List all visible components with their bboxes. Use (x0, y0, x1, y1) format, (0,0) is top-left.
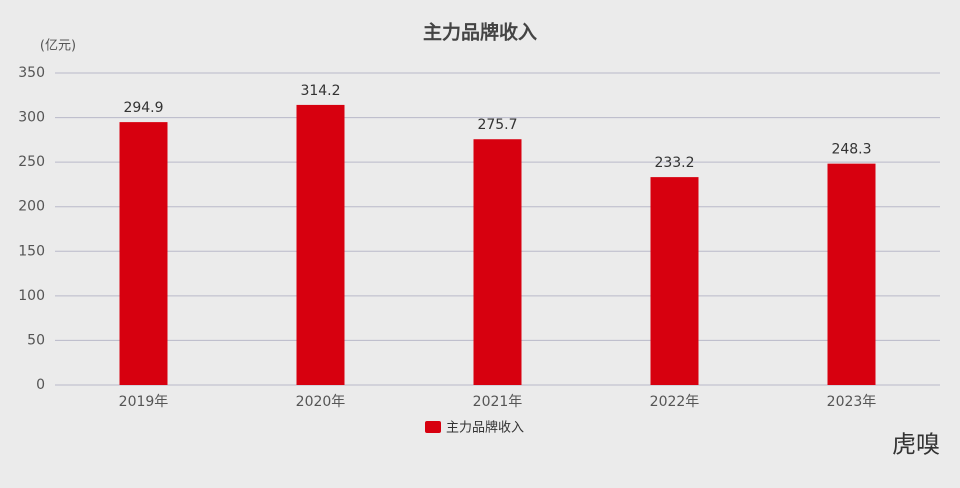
x-tick-label: 2021年 (473, 394, 523, 410)
y-tick-label: 150 (18, 243, 45, 259)
x-tick-label: 2019年 (119, 394, 169, 410)
chart-title: 主力品牌收入 (423, 21, 537, 44)
y-tick-label: 350 (18, 65, 45, 81)
y-tick-label: 250 (18, 154, 45, 170)
data-label: 248.3 (831, 142, 871, 158)
data-label: 275.7 (477, 117, 517, 133)
y-tick-label: 100 (18, 288, 45, 304)
bar (827, 163, 876, 385)
bar (119, 122, 168, 386)
watermark: 虎嗅 (892, 431, 940, 459)
data-label: 314.2 (300, 83, 340, 99)
x-tick-label: 2023年 (827, 394, 877, 410)
y-tick-label: 300 (18, 110, 45, 126)
data-label: 233.2 (654, 155, 694, 171)
bar (650, 177, 699, 385)
x-tick-label: 2020年 (296, 394, 346, 410)
legend-swatch (425, 421, 441, 433)
bar (473, 139, 522, 385)
y-tick-label: 0 (36, 377, 45, 393)
y-unit-label: (亿元) (40, 39, 76, 54)
y-tick-label: 200 (18, 199, 45, 215)
legend-label: 主力品牌收入 (446, 420, 524, 436)
data-label: 294.9 (123, 100, 163, 116)
y-tick-label: 50 (27, 332, 45, 348)
x-tick-label: 2022年 (650, 394, 700, 410)
bar (296, 104, 345, 385)
